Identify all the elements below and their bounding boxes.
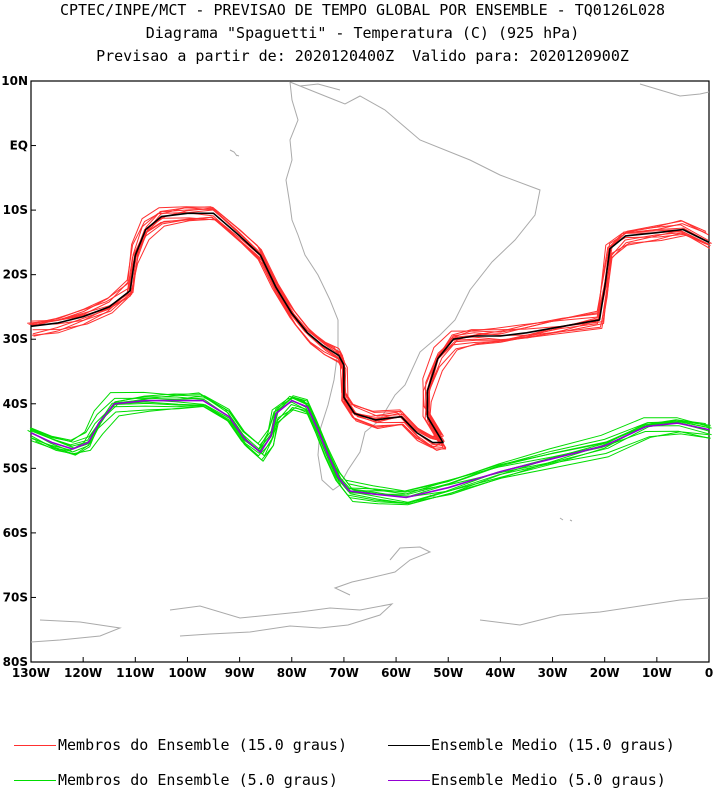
x-tick-label: 80W — [277, 666, 307, 680]
legend-label-mean-15: Ensemble Medio (15.0 graus) — [431, 736, 675, 754]
y-tick-label: 10S — [3, 203, 28, 217]
legend-label-members-5: Membros do Ensemble (5.0 graus) — [58, 771, 338, 789]
x-tick-label: 50W — [433, 666, 463, 680]
member-15-line-12 — [32, 218, 711, 448]
x-tick-label: 10W — [642, 666, 672, 680]
x-tick-label: 30W — [538, 666, 568, 680]
member-5-line-12 — [30, 404, 710, 506]
member-5-line-11 — [30, 406, 711, 504]
y-axis-ticks: 10N EQ 10S 20S 30S 40S 50S 60S 70S 80S — [1, 74, 36, 669]
y-tick-label: 60S — [3, 526, 28, 540]
legend-swatch-members-15 — [14, 745, 56, 746]
y-tick-label: 80S — [3, 655, 28, 669]
x-tick-label: 0 — [705, 666, 713, 680]
ensemble-members-15-group — [27, 206, 712, 451]
y-tick-label: 20S — [3, 268, 28, 282]
header-line-1: CPTEC/INPE/MCT - PREVISAO DE TEMPO GLOBA… — [59, 1, 666, 19]
y-tick-label: 40S — [3, 397, 28, 411]
member-15-line-11 — [33, 216, 707, 446]
legend-swatch-mean-15 — [388, 745, 430, 746]
mean-line-15 — [30, 212, 710, 444]
header-line-2: Diagrama "Spaguetti" - Temperatura (C) (… — [145, 24, 580, 42]
x-tick-label: 40W — [485, 666, 515, 680]
x-tick-label: 110W — [116, 666, 154, 680]
x-tick-label: 120W — [64, 666, 102, 680]
x-tick-label: 70W — [329, 666, 359, 680]
legend-swatch-mean-5 — [388, 780, 430, 781]
y-tick-label: 70S — [3, 590, 28, 604]
x-tick-label: 20W — [590, 666, 620, 680]
header-line-3: Previsao a partir de: 2020120400Z Valido… — [96, 47, 629, 65]
ensemble-means-group — [30, 212, 710, 499]
y-tick-label: EQ — [10, 139, 28, 153]
mean-line-5 — [30, 399, 710, 499]
legend-label-members-15: Membros do Ensemble (15.0 graus) — [58, 736, 347, 754]
legend-label-mean-5: Ensemble Medio (5.0 graus) — [431, 771, 666, 789]
member-5-line-3 — [33, 395, 711, 497]
coastline-map — [30, 81, 710, 643]
ensemble-members-5-group — [27, 391, 712, 506]
map-frame — [30, 80, 710, 663]
x-tick-label: 60W — [381, 666, 411, 680]
legend-swatch-members-5 — [14, 780, 56, 781]
y-tick-label: 10N — [1, 74, 28, 88]
x-tick-label: 100W — [168, 666, 206, 680]
y-tick-label: 30S — [3, 332, 28, 346]
x-tick-label: 90W — [225, 666, 255, 680]
y-tick-label: 50S — [3, 461, 28, 475]
x-tick-label: 130W — [12, 666, 50, 680]
x-axis-ticks: 130W 120W 110W 100W 90W 80W 70W 60W 50W 40W 30W 20W… — [12, 657, 713, 680]
member-5-line-7 — [27, 397, 708, 498]
member-15-line-10 — [32, 216, 706, 449]
